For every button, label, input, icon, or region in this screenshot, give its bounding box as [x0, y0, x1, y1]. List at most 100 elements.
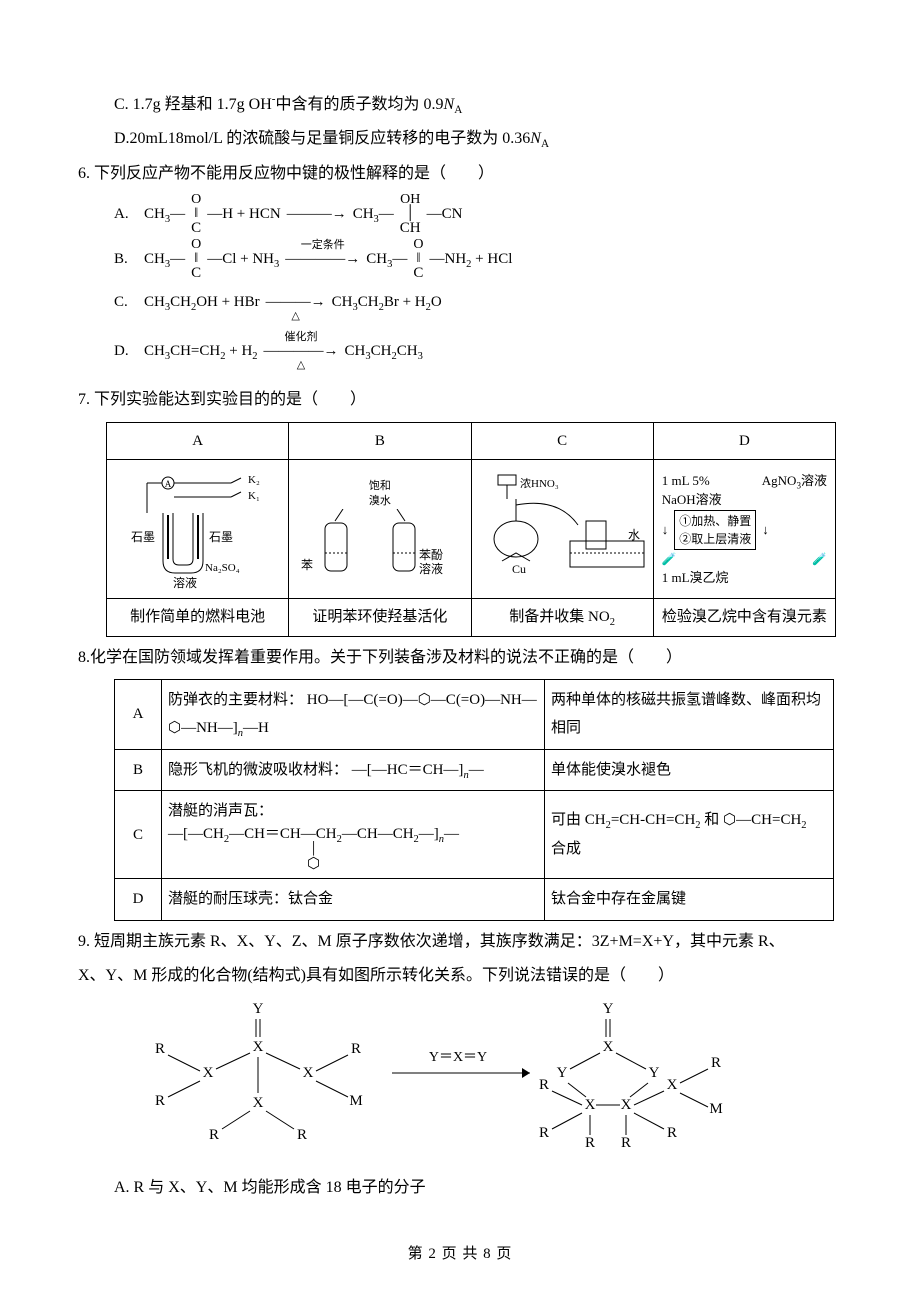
lhs: CH3—: [144, 245, 185, 274]
svg-text:A: A: [165, 479, 172, 489]
caption: 制备并收集 NO2: [471, 599, 653, 637]
svg-text:R: R: [539, 1125, 549, 1141]
svg-text:Y: Y: [649, 1065, 660, 1081]
svg-text:石墨: 石墨: [131, 530, 155, 544]
svg-text:X: X: [667, 1077, 678, 1093]
table-row: A 防弹衣的主要材料： HO—[—C(=O)—⬡—C(=O)—NH—⬡—NH—]…: [115, 679, 834, 749]
q7-table: A B C D A K₂ K₁ 石墨 石墨: [106, 422, 836, 637]
arrow-with-label: 催化剂 ————→ △: [264, 332, 339, 371]
svg-text:石墨: 石墨: [209, 530, 233, 544]
q9-stem-line1: 9. 短周期主族元素 R、X、Y、Z、M 原子序数依次递增，其族序数满足：3Z+…: [78, 927, 842, 957]
steps-box: ①加热、静置②取上层清液: [674, 510, 756, 550]
text: D.20mL18mol/L 的浓硫酸与足量铜反应转移的电子数为 0.36NA: [114, 130, 549, 147]
svg-text:苯: 苯: [301, 558, 313, 572]
arrow-with-label: ———→ △: [266, 283, 326, 322]
lhs: CH3—: [144, 200, 185, 229]
q5-option-c: C. 1.7g 羟基和 1.7g OH-中含有的质子数均为 0.9NA: [78, 90, 842, 120]
arrow-with-label: 一定条件 ————→: [285, 240, 360, 279]
svg-text:X: X: [603, 1039, 614, 1055]
arrow-bottom-label: △: [297, 360, 305, 371]
lhs-tail: —Cl + NH3: [207, 245, 279, 274]
col-header: D: [653, 422, 835, 460]
statement-cell: 钛合金中存在金属键: [545, 879, 834, 921]
text: 9. 短周期主族元素 R、X、Y、Z、M 原子序数依次递增，其族序数满足：3Z+…: [78, 933, 785, 950]
q9-diagram: Y X X X R R R M X R R Y＝X＝Y: [78, 997, 842, 1167]
prefix: 潜艇的消声瓦：: [168, 803, 273, 819]
mid-row: ↓ ①加热、静置②取上层清液 ↓: [662, 510, 827, 550]
top-row: 1 mL 5%NaOH溶液 AgNO3溶液: [662, 471, 827, 510]
col-header: B: [289, 422, 471, 460]
formula: —[—CH2—CH＝CH—CH2—CH—CH2—]n— │ ⬡: [168, 826, 459, 872]
tube-icon: 🧪: [662, 550, 677, 568]
carbonyl-group: O‖C: [413, 238, 423, 281]
material-cell: 隐形飞机的微波吸收材料： —[—HC＝CH—]n—: [162, 749, 545, 791]
lhs-tail: —H + HCN: [207, 200, 280, 229]
q8-stem: 8.化学在国防领域发挥着重要作用。关于下列装备涉及材料的说法不正确的是（ ）: [78, 643, 842, 673]
svg-text:X: X: [203, 1065, 214, 1081]
carbonyl-group: O‖C: [191, 193, 201, 236]
rhs: CH3—: [366, 245, 407, 274]
svg-text:溶液: 溶液: [173, 575, 197, 589]
rhs: CH3—: [353, 200, 394, 229]
label: 1 mL 5%NaOH溶液: [662, 471, 722, 510]
svg-text:Cu: Cu: [512, 562, 526, 576]
text: 6. 下列反应产物不能用反应物中键的极性解释的是（ ）: [78, 165, 494, 182]
svg-text:R: R: [209, 1127, 219, 1143]
arrow-bottom-label: △: [291, 311, 299, 322]
text: 7. 下列实验能达到实验目的的是（ ）: [78, 391, 366, 408]
opt-label: A: [115, 679, 162, 749]
caption: 证明苯环使羟基活化: [289, 599, 471, 637]
svg-text:R: R: [585, 1135, 595, 1151]
table-row: A B C D: [107, 422, 836, 460]
statement-cell: 单体能使溴水褪色: [545, 749, 834, 791]
bottom-label: 1 mL溴乙烷: [662, 568, 827, 588]
diagram-cell-b: 饱和溴水 苯 苯酚 溶液: [289, 460, 471, 599]
svg-text:R: R: [539, 1077, 549, 1093]
table-row: A K₂ K₁ 石墨 石墨 Na₂SO₄ 溶液 饱和溴水: [107, 460, 836, 599]
svg-text:K₁: K₁: [248, 490, 260, 502]
option-label: B.: [114, 245, 138, 274]
prefix: 隐形飞机的微波吸收材料：: [168, 762, 348, 778]
opt-label: B: [115, 749, 162, 791]
material-cell: 防弹衣的主要材料： HO—[—C(=O)—⬡—C(=O)—NH—⬡—NH—]n—…: [162, 679, 545, 749]
q9-stem-line2: X、Y、M 形成的化合物(结构式)具有如图所示转化关系。下列说法错误的是（ ）: [78, 961, 842, 991]
q6-stem: 6. 下列反应产物不能用反应物中键的极性解释的是（ ）: [78, 159, 842, 189]
rhs-tail: —CN: [427, 200, 463, 229]
svg-text:M: M: [709, 1101, 722, 1117]
table-row: C 潜艇的消声瓦： —[—CH2—CH＝CH—CH2—CH—CH2—]n— │ …: [115, 791, 834, 879]
down-arrow-icon: ↓: [762, 520, 769, 540]
table-row: D 潜艇的耐压球壳：钛合金 钛合金中存在金属键: [115, 879, 834, 921]
svg-text:R: R: [297, 1127, 307, 1143]
svg-text:Na₂SO₄: Na₂SO₄: [205, 562, 240, 574]
svg-text:X: X: [253, 1039, 264, 1055]
down-arrow-icon: ↓: [662, 520, 669, 540]
option-label: C.: [114, 288, 138, 317]
svg-text:X: X: [585, 1097, 596, 1113]
text: X、Y、M 形成的化合物(结构式)具有如图所示转化关系。下列说法错误的是（ ）: [78, 967, 674, 984]
lhs: CH3CH=CH2 + H2: [144, 337, 258, 366]
svg-text:Y: Y: [557, 1065, 568, 1081]
svg-text:苯酚: 苯酚: [419, 548, 443, 562]
text: 8.化学在国防领域发挥着重要作用。关于下列装备涉及材料的说法不正确的是（ ）: [78, 649, 682, 666]
prefix: 防弹衣的主要材料：: [168, 692, 303, 708]
arrow-top-label: 一定条件: [301, 240, 345, 251]
q6-option-c: C. CH3CH2OH + HBr ———→ △ CH3CH2Br + H2O: [78, 283, 842, 322]
opt-label: C: [115, 791, 162, 879]
q7-stem: 7. 下列实验能达到实验目的的是（ ）: [78, 385, 842, 415]
svg-text:K₂: K₂: [248, 474, 260, 486]
arrow-icon: ———→: [287, 200, 347, 229]
cell-schematic-icon: A K₂ K₁ 石墨 石墨 Na₂SO₄ 溶液: [113, 469, 283, 589]
label: AgNO3溶液: [762, 471, 827, 510]
label-top: 饱和溴水: [369, 479, 391, 508]
svg-text:M: M: [349, 1093, 362, 1109]
svg-text:R: R: [621, 1135, 631, 1151]
svg-text:溶液: 溶液: [419, 561, 443, 576]
col-header: A: [107, 422, 289, 460]
two-tubes-icon: 苯 苯酚 溶液: [295, 509, 445, 579]
statement-cell: 两种单体的核磁共振氢谱峰数、峰面积均相同: [545, 679, 834, 749]
svg-text:X: X: [621, 1097, 632, 1113]
diagram-cell-a: A K₂ K₁ 石墨 石墨 Na₂SO₄ 溶液: [107, 460, 289, 599]
svg-text:R: R: [667, 1125, 677, 1141]
table-row: 制作简单的燃料电池 证明苯环使羟基活化 制备并收集 NO2 检验溴乙烷中含有溴元…: [107, 599, 836, 637]
svg-text:Y＝X＝Y: Y＝X＝Y: [429, 1050, 487, 1065]
